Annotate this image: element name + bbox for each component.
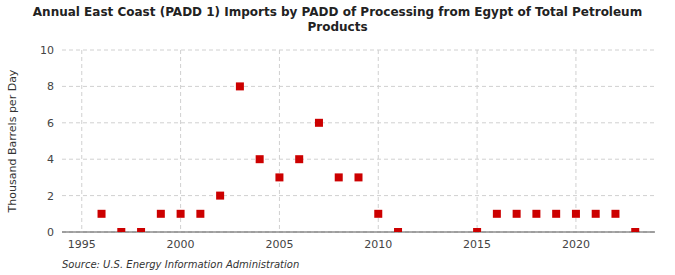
y-grid-line [62,50,655,51]
y-tick-label: 10 [40,44,54,57]
points [98,82,640,232]
point [532,210,540,218]
x-axis-line [62,232,655,233]
y-tick-label: 2 [47,190,54,203]
grid [62,50,655,232]
point [513,210,521,218]
point [196,210,204,218]
y-tick-label: 0 [47,226,54,239]
point [374,210,382,218]
x-grid-line [575,50,576,232]
source-note: Source: U.S. Energy Information Administ… [62,259,299,270]
point [552,210,560,218]
point [256,155,264,163]
y-grid-line [62,195,655,196]
y-grid-line [62,86,655,87]
point [295,155,303,163]
x-grid-line [180,50,181,232]
x-tick-label: 2000 [167,238,195,251]
y-tick-label: 8 [47,80,54,93]
point [394,228,402,232]
x-grid-line [81,50,82,232]
point [473,228,481,232]
x-grid-line [279,50,280,232]
y-grid-line [62,122,655,123]
y-grid-line [62,159,655,160]
chart: Annual East Coast (PADD 1) Imports by PA… [0,0,675,275]
x-tick-label: 2020 [562,238,590,251]
point [177,210,185,218]
point [216,192,224,200]
y-grid-line [62,232,655,233]
point [335,173,343,181]
y-tick-label: 6 [47,117,54,130]
point [157,210,165,218]
point [592,210,600,218]
x-tick-label: 2010 [364,238,392,251]
point [611,210,619,218]
point [493,210,501,218]
y-tick-label: 4 [47,153,54,166]
point [236,82,244,90]
point [355,173,363,181]
point [117,228,125,232]
x-tick-label: 1995 [68,238,96,251]
point [631,228,639,232]
x-grid-line [477,50,478,232]
x-grid-line [378,50,379,232]
point [315,119,323,127]
point [275,173,283,181]
title: Annual East Coast (PADD 1) Imports by PA… [33,5,642,34]
y-axis-label: Thousand Barrels per Day [6,69,19,213]
x-tick-label: 2005 [265,238,293,251]
point [98,210,106,218]
point [137,228,145,232]
point [572,210,580,218]
x-tick-label: 2015 [463,238,491,251]
